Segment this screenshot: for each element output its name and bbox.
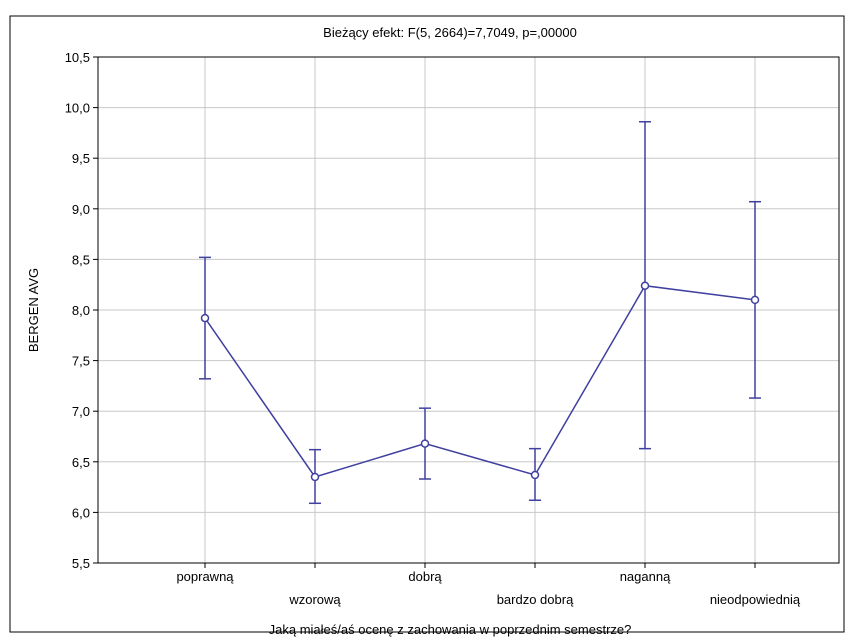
y-tick-label: 7,5 xyxy=(72,354,90,369)
y-axis: 5,5 6,0 6,5 7,0 7,5 8,0 8,5 9,0 9,5 10,0 10,5 xyxy=(65,50,98,571)
data-point xyxy=(750,295,760,305)
y-tick-label: 10,0 xyxy=(65,101,90,116)
y-axis-label: BERGEN AVG xyxy=(26,268,41,352)
y-tick-label: 6,0 xyxy=(72,505,90,520)
data-point xyxy=(310,472,320,482)
grid xyxy=(98,57,839,563)
data-point xyxy=(530,470,540,480)
x-axis-label: Jaką miałeś/aś ocenę z zachowania w popr… xyxy=(269,622,632,637)
data-point xyxy=(420,439,430,448)
x-axis: poprawną wzorową dobrą bardzo dobrą naganną n… xyxy=(176,563,801,607)
plot-frame-outer xyxy=(9,15,845,633)
y-tick-label: 9,0 xyxy=(72,202,90,217)
series-line xyxy=(204,284,756,478)
x-tick-label: nieodpowiednią xyxy=(710,592,801,607)
x-tick-label: wzorową xyxy=(288,592,341,607)
series xyxy=(199,121,761,505)
y-tick-label: 8,0 xyxy=(72,303,90,318)
x-tick-label: naganną xyxy=(620,569,671,584)
data-point xyxy=(640,281,650,290)
x-tick-label: poprawną xyxy=(176,569,234,584)
y-tick-label: 7,0 xyxy=(72,404,90,419)
chart-title: Bieżący efekt: F(5, 2664)=7,7049, p=,000… xyxy=(323,25,577,40)
x-tick-label: dobrą xyxy=(408,569,442,584)
y-tick-label: 6,5 xyxy=(72,455,90,470)
y-tick-label: 5,5 xyxy=(72,556,90,571)
x-tick-label: bardzo dobrą xyxy=(497,592,574,607)
y-tick-label: 9,5 xyxy=(72,151,90,166)
y-tick-label: 8,5 xyxy=(72,252,90,267)
y-tick-label: 10,5 xyxy=(65,50,90,65)
data-point xyxy=(200,313,210,323)
